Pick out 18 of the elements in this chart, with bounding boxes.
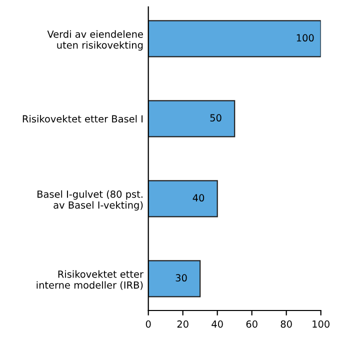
bar — [148, 260, 201, 298]
x-tick-label: 80 — [280, 320, 292, 328]
x-tick-label: 20 — [177, 320, 188, 328]
x-tick-label: 0 — [146, 320, 151, 328]
x-tick-label: 40 — [212, 320, 223, 328]
y-tick-label: Verdi av eiendelene uten risikovekting — [47, 30, 143, 51]
y-tick-label: Basel I-gulvet (80 pst. av Basel I-vekting) — [38, 190, 143, 211]
data-label: 40 — [192, 194, 204, 202]
y-tick-label: Risikovektet etter Basel I — [22, 115, 143, 123]
y-tick-label: Risikovektet etter interne modeller (IRB) — [36, 270, 144, 290]
x-tick-label: 60 — [246, 320, 258, 328]
data-label: 30 — [176, 274, 187, 282]
bar — [148, 100, 236, 138]
x-tick-label: 100 — [312, 320, 330, 328]
data-label: 100 — [296, 34, 314, 42]
bar — [148, 180, 218, 218]
data-label: 50 — [210, 114, 222, 122]
bar — [148, 20, 321, 58]
